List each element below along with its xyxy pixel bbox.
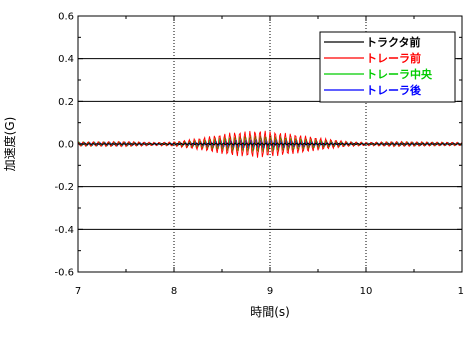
- series-layer: [77, 130, 463, 158]
- x-axis-title: 時間(s): [250, 305, 290, 319]
- y-tick-label: 0.4: [58, 54, 74, 65]
- y-axis-title: 加速度(G): [2, 117, 17, 172]
- series-line: [77, 142, 463, 146]
- x-tick-label: 9: [267, 286, 273, 297]
- y-tick-label: 0.2: [58, 97, 74, 108]
- y-tick-label: -0.6: [54, 268, 74, 279]
- tick-layer: 0.6 0.4 0.2 0.0 -0.2 -0.4 -0.67 8 9 10 1: [54, 12, 464, 298]
- legend-label: トレーラ後: [366, 83, 422, 97]
- y-tick-label: -0.4: [54, 225, 74, 236]
- x-tick-label: 1: [458, 286, 464, 297]
- y-tick-label: 0.0: [58, 140, 74, 151]
- x-tick-label: 7: [75, 286, 81, 297]
- y-tick-label: 0.6: [58, 12, 74, 23]
- legend-label: トレーラ中央: [366, 67, 433, 81]
- legend-label: トレーラ前: [366, 51, 421, 65]
- legend-label: トラクタ前: [366, 35, 421, 49]
- x-tick-label: 10: [360, 286, 373, 297]
- y-tick-label: -0.2: [54, 182, 74, 193]
- x-tick-label: 8: [171, 286, 177, 297]
